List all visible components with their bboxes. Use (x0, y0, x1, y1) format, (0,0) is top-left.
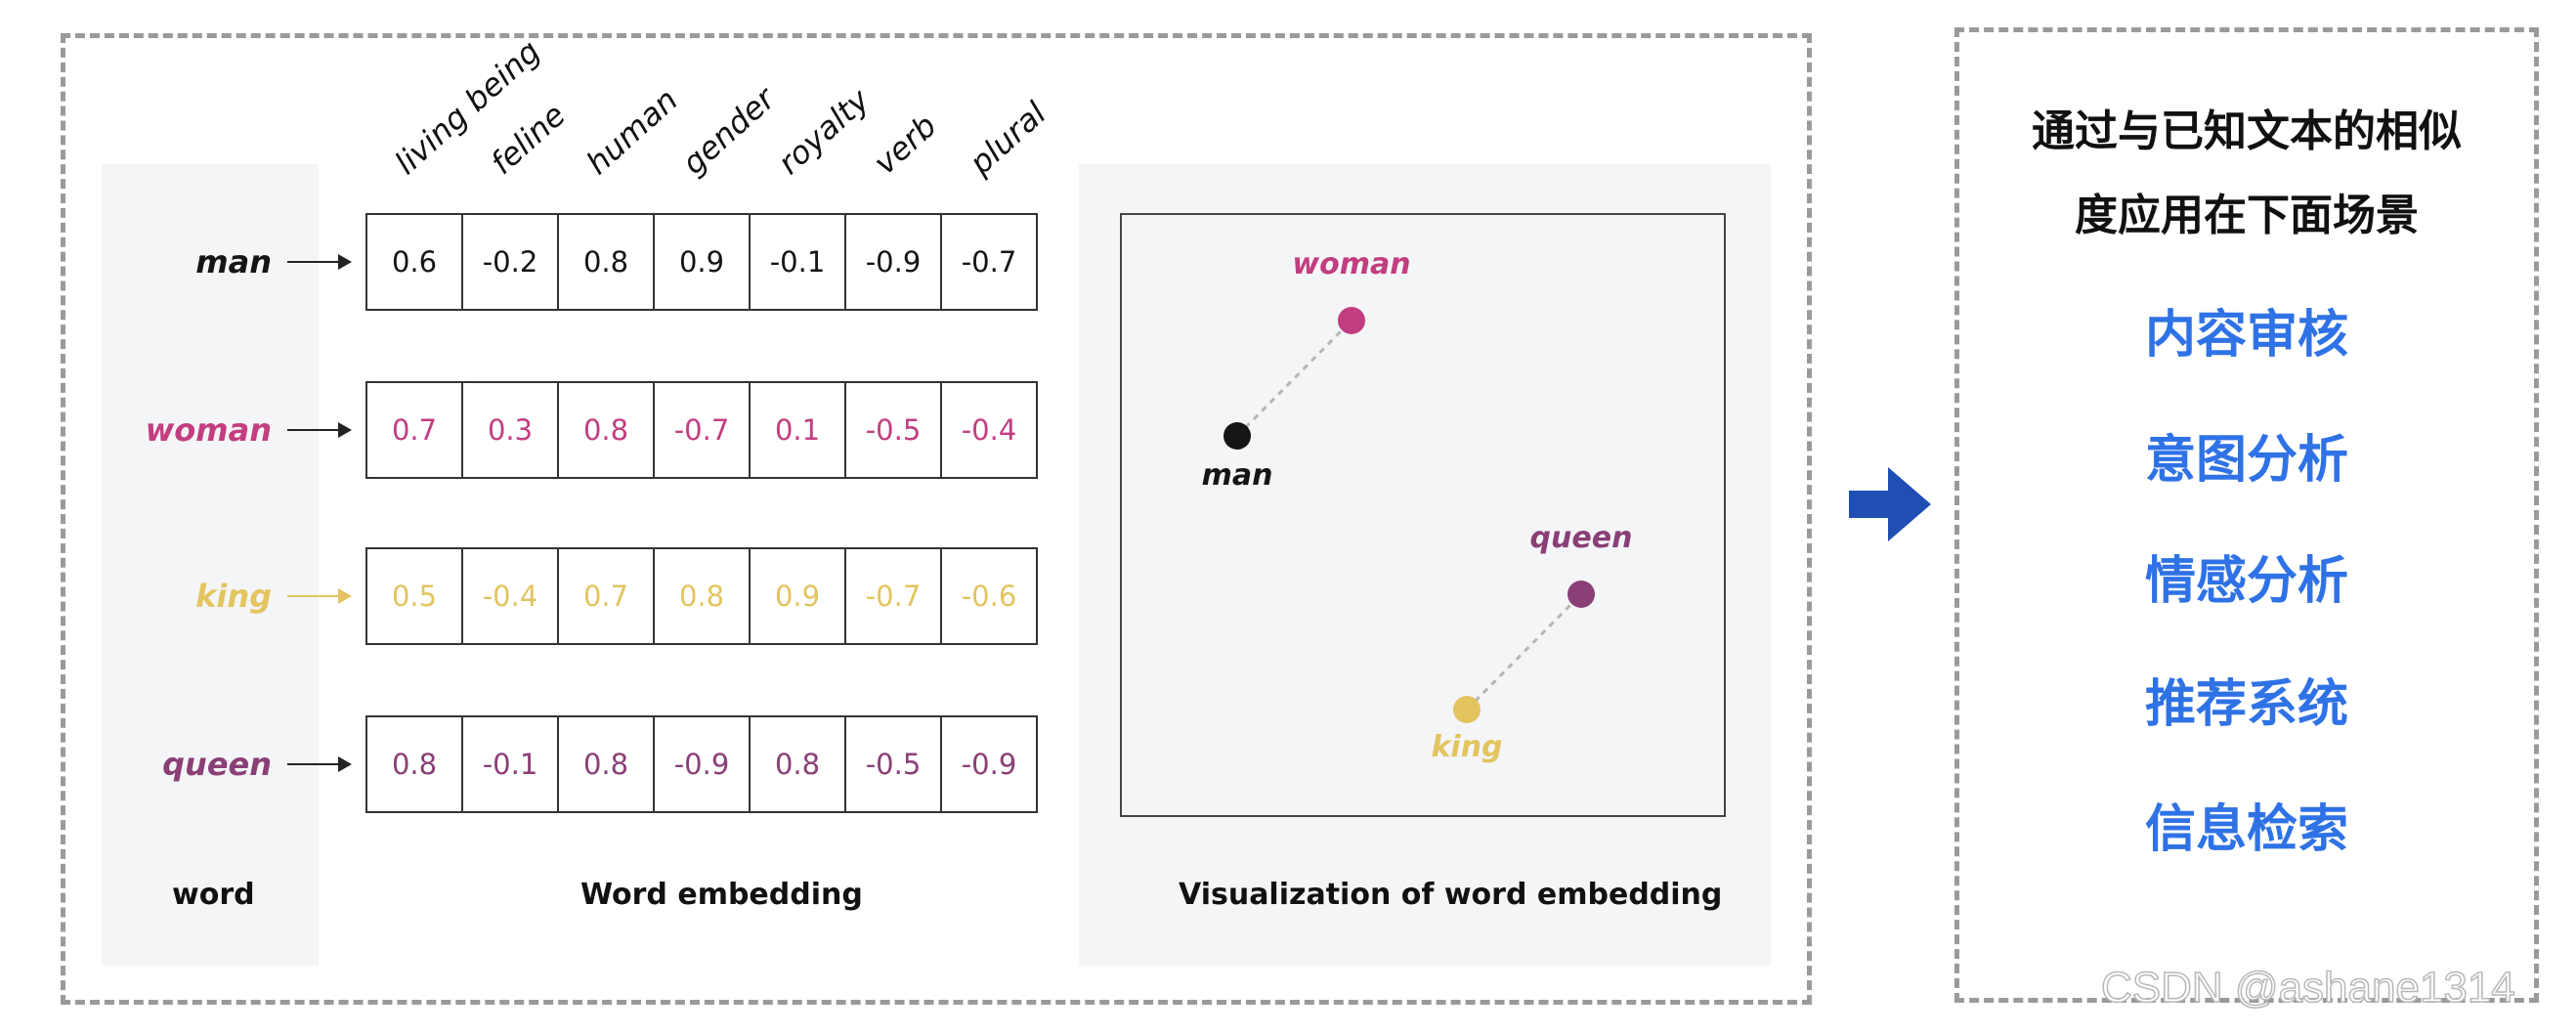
applications-frame (1954, 27, 2539, 1003)
king-queen-link (1465, 592, 1583, 711)
matrix-cell: -0.7 (653, 381, 751, 479)
point-woman (1338, 307, 1365, 334)
applications-intro-line2: 度应用在下面场景 (2075, 191, 2419, 240)
application-item: 推荐系统 (2144, 675, 2348, 734)
matrix-cell: -0.9 (844, 213, 942, 311)
application-item: 情感分析 (2144, 552, 2348, 611)
row-label-queen: queen (162, 746, 272, 783)
matrix-cell: -0.4 (940, 381, 1038, 479)
matrix-cell: -0.2 (461, 213, 559, 311)
matrix-row-king: 0.5 -0.4 0.7 0.8 0.9 -0.7 -0.6 (365, 547, 1038, 645)
matrix-cell: 0.1 (749, 381, 846, 479)
visualization-box: woman man queen king (1120, 213, 1726, 817)
point-label-woman: woman (1292, 247, 1410, 281)
matrix-cell: 0.3 (461, 381, 559, 479)
matrix-cell: 0.5 (365, 547, 463, 645)
embedding-frame (61, 33, 1812, 1005)
matrix-cell: -0.4 (461, 547, 559, 645)
matrix-cell: 0.8 (557, 715, 655, 813)
matrix-cell: -0.1 (749, 213, 846, 311)
matrix-cell: 0.7 (557, 547, 655, 645)
matrix-row-woman: 0.7 0.3 0.8 -0.7 0.1 -0.5 -0.4 (365, 381, 1038, 479)
matrix-cell: 0.6 (365, 213, 463, 311)
point-label-queen: queen (1530, 521, 1633, 555)
matrix-cell: 0.8 (365, 715, 463, 813)
row-label-king: king (195, 578, 272, 615)
embedding-caption: Word embedding (580, 878, 863, 912)
row-arrow-icon (287, 588, 352, 604)
matrix-cell: 0.9 (653, 213, 751, 311)
point-man (1224, 422, 1251, 450)
point-label-king: king (1431, 730, 1502, 764)
watermark: CSDN @ashane1314 (2100, 963, 2515, 1012)
matrix-row-queen: 0.8 -0.1 0.8 -0.9 0.8 -0.5 -0.9 (365, 715, 1038, 813)
application-item: 信息检索 (2144, 800, 2348, 859)
matrix-row-man: 0.6 -0.2 0.8 0.9 -0.1 -0.9 -0.7 (365, 213, 1038, 311)
row-arrow-icon (287, 254, 352, 270)
matrix-cell: -0.1 (461, 715, 559, 813)
matrix-cell: -0.5 (844, 381, 942, 479)
point-queen (1567, 581, 1595, 608)
point-label-man: man (1202, 458, 1273, 493)
matrix-cell: -0.6 (940, 547, 1038, 645)
application-item: 意图分析 (2144, 431, 2348, 490)
matrix-cell: -0.7 (940, 213, 1038, 311)
row-arrow-icon (287, 756, 352, 772)
point-king (1453, 696, 1481, 723)
matrix-cell: -0.5 (844, 715, 942, 813)
matrix-cell: 0.7 (365, 381, 463, 479)
row-label-woman: woman (145, 411, 272, 449)
word-caption: word (172, 878, 255, 912)
matrix-cell: -0.9 (940, 715, 1038, 813)
word-column-panel (102, 164, 319, 966)
application-item: 内容审核 (2144, 306, 2348, 365)
applications-intro-line1: 通过与已知文本的相似 (2032, 107, 2462, 156)
right-arrow-icon (1849, 467, 1931, 541)
matrix-cell: 0.9 (749, 547, 846, 645)
row-arrow-icon (287, 422, 352, 438)
matrix-cell: 0.8 (557, 213, 655, 311)
matrix-cell: -0.9 (653, 715, 751, 813)
row-label-man: man (195, 243, 272, 280)
matrix-cell: -0.7 (844, 547, 942, 645)
matrix-cell: 0.8 (557, 381, 655, 479)
man-woman-link (1235, 319, 1353, 438)
matrix-cell: 0.8 (653, 547, 751, 645)
matrix-cell: 0.8 (749, 715, 846, 813)
visualization-caption: Visualization of word embedding (1179, 878, 1723, 912)
visualization-plot: woman man queen king (1202, 247, 1633, 764)
